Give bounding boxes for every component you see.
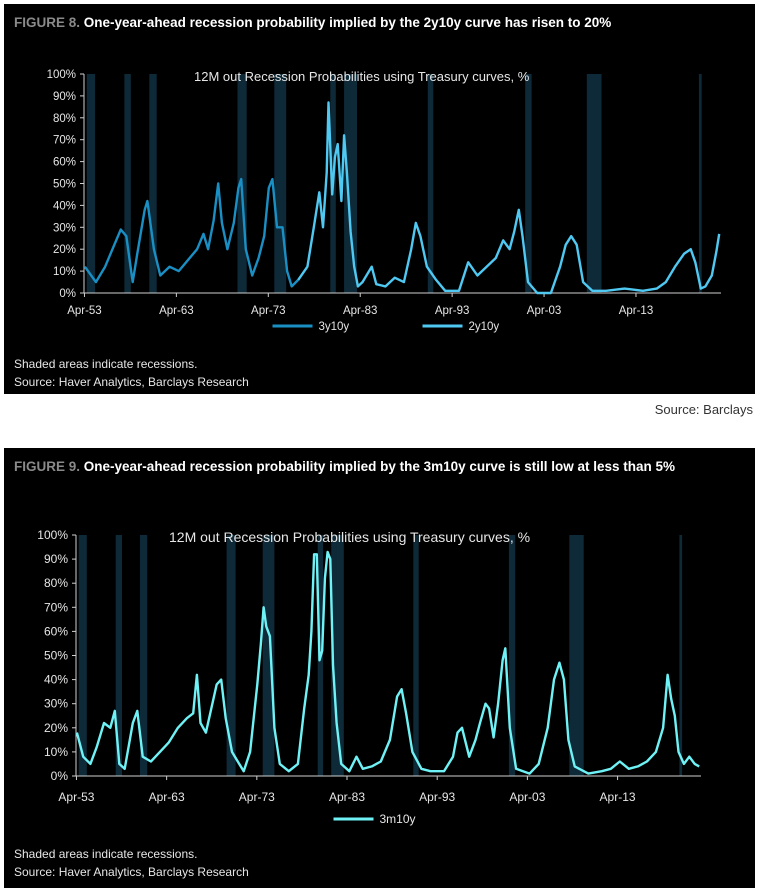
figure-8-footnote: Shaded areas indicate recessions. bbox=[14, 357, 198, 371]
page-credit: Source: Barclays bbox=[654, 402, 753, 417]
fig9-y-tick-label: 80% bbox=[44, 576, 68, 590]
fig9-recession-band-6 bbox=[331, 535, 344, 776]
fig8-y-tick-label: 30% bbox=[53, 222, 76, 234]
figure-8-number: FIGURE 8. bbox=[14, 15, 81, 30]
figure-8-panel: FIGURE 8. One-year-ahead recession proba… bbox=[4, 4, 755, 394]
figure-9-source: Source: Haver Analytics, Barclays Resear… bbox=[14, 865, 249, 879]
fig8-recession-band-6 bbox=[344, 74, 357, 293]
fig9-recession-band-1 bbox=[115, 535, 122, 776]
fig8-y-tick-label: 100% bbox=[47, 69, 76, 81]
fig8-y-tick-label: 90% bbox=[53, 91, 76, 103]
fig8-y-tick-label: 70% bbox=[53, 135, 76, 147]
fig9-y-tick-label: 100% bbox=[37, 528, 68, 542]
fig9-x-tick-label: Apr-13 bbox=[600, 790, 636, 804]
fig9-recession-band-7 bbox=[413, 535, 419, 776]
fig9-x-tick-label: Apr-93 bbox=[419, 790, 455, 804]
fig8-y-tick-label: 0% bbox=[59, 288, 76, 300]
figure-9-number: FIGURE 9. bbox=[14, 459, 81, 474]
figure-8-title-text: One-year-ahead recession probability imp… bbox=[83, 15, 612, 30]
fig8-recession-band-9 bbox=[586, 74, 602, 293]
fig9-y-tick-label: 70% bbox=[44, 600, 68, 614]
figure-9-title: FIGURE 9. One-year-ahead recession proba… bbox=[14, 458, 743, 476]
fig9-recession-band-10 bbox=[679, 535, 683, 776]
fig9-recession-band-0 bbox=[78, 535, 87, 776]
fig9-y-tick-label: 20% bbox=[44, 721, 68, 735]
fig8-y-tick-label: 50% bbox=[53, 179, 76, 191]
figure-8-title: FIGURE 8. One-year-ahead recession proba… bbox=[14, 14, 743, 32]
fig8-recession-band-0 bbox=[86, 74, 96, 293]
fig9-series-3m10y bbox=[75, 550, 700, 775]
fig9-recession-band-8 bbox=[508, 535, 516, 776]
fig8-recession-band-8 bbox=[525, 74, 532, 293]
figure-9-footnote: Shaded areas indicate recessions. bbox=[14, 847, 198, 861]
fig9-y-tick-label: 90% bbox=[44, 552, 68, 566]
figure-8-source: Source: Haver Analytics, Barclays Resear… bbox=[14, 375, 249, 389]
fig8-legend-label-2y10y: 2y10y bbox=[469, 321, 500, 333]
fig8-y-tick-label: 60% bbox=[53, 157, 76, 169]
fig9-x-tick-label: Apr-03 bbox=[509, 790, 545, 804]
fig8-recession-band-2 bbox=[149, 74, 157, 293]
figure-9-panel: FIGURE 9. One-year-ahead recession proba… bbox=[4, 448, 755, 888]
fig9-x-tick-label: Apr-53 bbox=[58, 790, 94, 804]
fig9-y-tick-label: 10% bbox=[44, 745, 68, 759]
fig8-series-2y10y bbox=[297, 101, 721, 295]
fig8-y-tick-label: 40% bbox=[53, 200, 76, 212]
fig8-recession-band-10 bbox=[698, 74, 702, 293]
fig8-legend-label-3y10y: 3y10y bbox=[319, 321, 350, 333]
fig8-x-tick-label: Apr-13 bbox=[619, 305, 654, 317]
figure-9-title-text: One-year-ahead recession probability imp… bbox=[83, 459, 675, 474]
fig9-y-tick-label: 60% bbox=[44, 624, 68, 638]
fig9-x-tick-label: Apr-73 bbox=[239, 790, 275, 804]
fig8-y-tick-label: 80% bbox=[53, 113, 76, 125]
fig8-x-tick-label: Apr-93 bbox=[435, 305, 470, 317]
figure-8-chart: 0% 10% 20% 30% 40% 50% 60% 70% 80% 90% 100% Apr-53 A… bbox=[47, 69, 721, 333]
fig8-recession-band-4 bbox=[274, 74, 287, 293]
fig9-y-tick-label: 0% bbox=[51, 769, 69, 783]
fig9-recession-band-4 bbox=[262, 535, 275, 776]
fig8-x-tick-label: Apr-03 bbox=[527, 305, 562, 317]
fig8-y-tick-label: 10% bbox=[53, 266, 76, 278]
fig9-x-tick-label: Apr-63 bbox=[149, 790, 185, 804]
figure-9-chart: 0% 10% 20% 30% 40% 50% 60% 70% 80% 90% 100% Apr-53 A… bbox=[37, 528, 701, 826]
fig8-x-tick-label: Apr-73 bbox=[251, 305, 286, 317]
fig8-x-tick-label: Apr-83 bbox=[343, 305, 378, 317]
fig8-recession-band-1 bbox=[124, 74, 131, 293]
fig8-series-3y10y bbox=[83, 177, 300, 288]
fig9-recession-band-9 bbox=[569, 535, 584, 776]
fig8-recession-band-7 bbox=[427, 74, 434, 293]
fig8-y-tick-label: 20% bbox=[53, 244, 76, 256]
fig8-x-tick-label: Apr-53 bbox=[67, 305, 102, 317]
fig9-recession-band-3 bbox=[226, 535, 236, 776]
fig9-recession-band-2 bbox=[140, 535, 148, 776]
fig9-chart-title: 12M out Recession Probabilities using Tr… bbox=[169, 529, 530, 545]
fig9-x-tick-label: Apr-83 bbox=[329, 790, 365, 804]
fig9-y-tick-label: 40% bbox=[44, 673, 68, 687]
fig9-legend-label-3m10y: 3m10y bbox=[380, 812, 416, 826]
fig9-y-tick-label: 30% bbox=[44, 697, 68, 711]
fig9-y-tick-label: 50% bbox=[44, 649, 68, 663]
fig8-chart-title: 12M out Recession Probabilities using Tr… bbox=[194, 69, 530, 84]
fig8-x-tick-label: Apr-63 bbox=[159, 305, 194, 317]
